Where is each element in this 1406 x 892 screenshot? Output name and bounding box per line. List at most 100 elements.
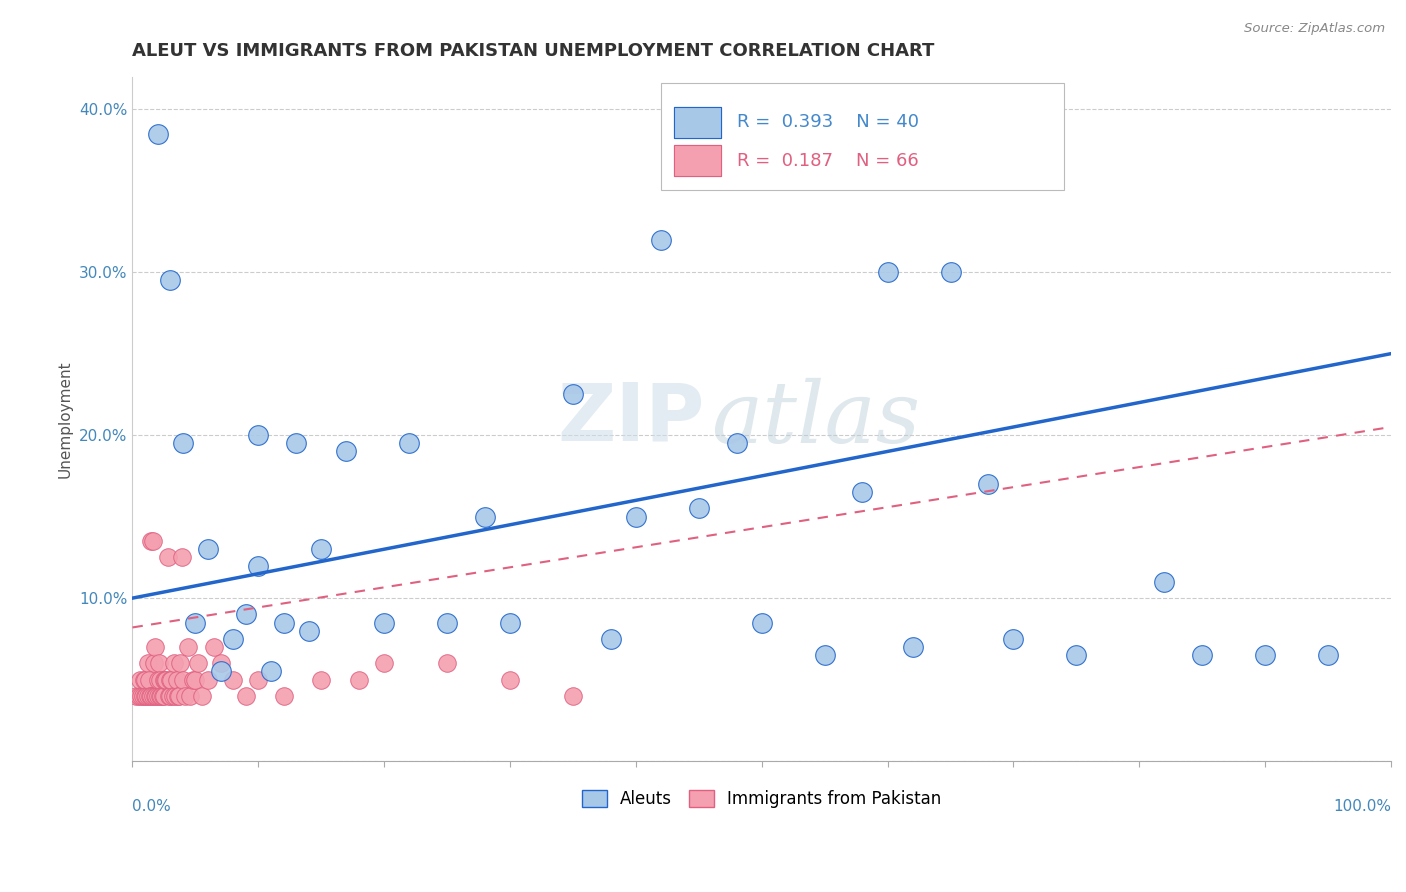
Point	[159, 689, 181, 703]
Point	[398, 436, 420, 450]
Point	[149, 673, 172, 687]
Point	[162, 689, 184, 703]
Point	[190, 689, 212, 703]
Text: 0.0%: 0.0%	[132, 798, 172, 814]
Text: 100.0%: 100.0%	[1333, 798, 1391, 814]
Point	[131, 689, 153, 703]
Point	[146, 673, 169, 687]
Point	[156, 550, 179, 565]
Point	[181, 673, 204, 687]
Point	[155, 673, 177, 687]
Text: atlas: atlas	[711, 377, 921, 460]
Point	[814, 648, 837, 662]
Point	[136, 689, 159, 703]
Point	[1254, 648, 1277, 662]
Point	[184, 615, 207, 630]
Point	[143, 689, 166, 703]
Point	[169, 657, 191, 671]
Point	[298, 624, 321, 638]
Point	[172, 436, 194, 450]
Point	[179, 689, 201, 703]
Point	[139, 689, 162, 703]
Point	[235, 689, 257, 703]
Point	[1153, 574, 1175, 589]
Point	[209, 657, 232, 671]
Point	[129, 689, 152, 703]
Point	[146, 127, 169, 141]
Point	[134, 689, 156, 703]
Point	[153, 673, 176, 687]
Point	[247, 558, 270, 573]
Point	[901, 640, 924, 654]
Point	[153, 689, 176, 703]
Point	[141, 534, 163, 549]
Point	[145, 689, 167, 703]
Point	[260, 665, 283, 679]
Point	[1002, 632, 1025, 646]
FancyBboxPatch shape	[673, 145, 721, 176]
Point	[273, 689, 295, 703]
Point	[436, 615, 458, 630]
Point	[197, 542, 219, 557]
Point	[148, 657, 170, 671]
Point	[562, 387, 585, 401]
Point	[247, 673, 270, 687]
Point	[166, 689, 188, 703]
Point	[499, 673, 522, 687]
FancyBboxPatch shape	[661, 84, 1064, 189]
Point	[599, 632, 621, 646]
Point	[136, 657, 159, 671]
Point	[562, 689, 585, 703]
Point	[1066, 648, 1088, 662]
Text: ALEUT VS IMMIGRANTS FROM PAKISTAN UNEMPLOYMENT CORRELATION CHART: ALEUT VS IMMIGRANTS FROM PAKISTAN UNEMPL…	[132, 42, 935, 60]
Point	[347, 673, 370, 687]
Point	[373, 615, 395, 630]
Point	[222, 673, 245, 687]
Point	[142, 534, 165, 549]
Point	[939, 265, 962, 279]
Point	[851, 485, 873, 500]
Legend: Aleuts, Immigrants from Pakistan: Aleuts, Immigrants from Pakistan	[575, 783, 948, 814]
Point	[146, 689, 169, 703]
Point	[166, 673, 188, 687]
Point	[155, 673, 177, 687]
Point	[202, 640, 225, 654]
Text: R =  0.393    N = 40: R = 0.393 N = 40	[737, 113, 918, 131]
Point	[142, 689, 165, 703]
Point	[285, 436, 308, 450]
Point	[876, 265, 898, 279]
Point	[977, 477, 1000, 491]
Point	[159, 273, 181, 287]
Point	[163, 657, 186, 671]
Point	[499, 615, 522, 630]
Point	[184, 673, 207, 687]
FancyBboxPatch shape	[673, 107, 721, 138]
Point	[474, 509, 496, 524]
Point	[247, 428, 270, 442]
Point	[235, 607, 257, 622]
Point	[157, 689, 180, 703]
Point	[150, 689, 173, 703]
Point	[125, 689, 148, 703]
Point	[143, 640, 166, 654]
Point	[167, 689, 190, 703]
Point	[142, 657, 165, 671]
Point	[141, 689, 163, 703]
Text: Source: ZipAtlas.com: Source: ZipAtlas.com	[1244, 22, 1385, 36]
Point	[650, 233, 672, 247]
Point	[172, 673, 194, 687]
Point	[128, 689, 150, 703]
Point	[1317, 648, 1340, 662]
Point	[335, 444, 357, 458]
Y-axis label: Unemployment: Unemployment	[58, 360, 72, 477]
Point	[309, 673, 332, 687]
Point	[273, 615, 295, 630]
Point	[624, 509, 647, 524]
Point	[160, 673, 183, 687]
FancyBboxPatch shape	[673, 145, 721, 176]
Point	[152, 689, 174, 703]
Text: ZIP: ZIP	[558, 380, 706, 458]
Point	[134, 673, 156, 687]
Point	[222, 632, 245, 646]
Point	[751, 615, 773, 630]
